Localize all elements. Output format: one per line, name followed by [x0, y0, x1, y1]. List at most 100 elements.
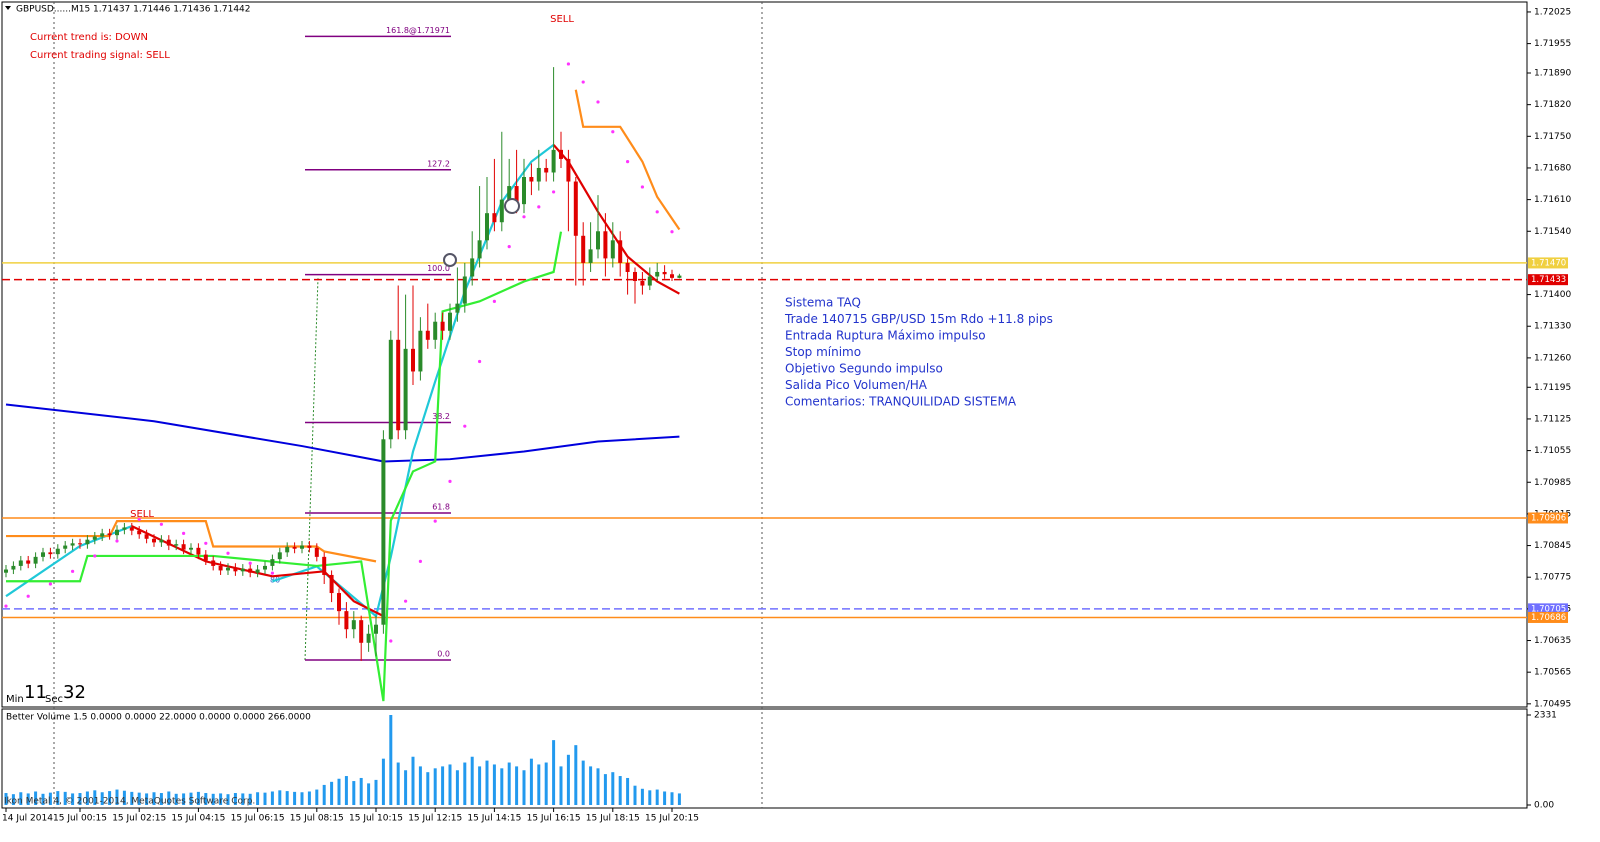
- volume-bar: [219, 793, 223, 805]
- x-tick-label: 15 Jul 08:15: [290, 814, 344, 824]
- volume-bar: [492, 764, 496, 805]
- volume-bar: [93, 790, 97, 805]
- volume-bar: [270, 791, 274, 805]
- note-line: Comentarios: TRANQUILIDAD SISTEMA: [785, 395, 1017, 409]
- x-tick-label: 15 Jul 06:15: [231, 814, 285, 824]
- volume-bar: [670, 792, 674, 805]
- candle-body: [581, 235, 586, 263]
- candle-body: [588, 249, 593, 263]
- main-panel: [1, 1, 1528, 708]
- level-label: 1.71470: [1531, 258, 1566, 268]
- volume-bar: [507, 762, 511, 805]
- candle-body: [662, 271, 667, 275]
- volume-bar: [359, 777, 363, 805]
- candle-body: [92, 536, 97, 540]
- sar-dot: [670, 230, 674, 234]
- volume-bar: [566, 754, 570, 805]
- sar-dot: [182, 531, 186, 535]
- candle-body: [618, 240, 623, 263]
- volume-bar: [352, 781, 356, 805]
- candle-body: [655, 271, 660, 277]
- fib-label: 161.8@1.71971: [386, 26, 450, 35]
- volume-bar: [256, 792, 260, 805]
- trade-marker: [443, 253, 457, 267]
- volume-bar: [330, 781, 334, 805]
- y-tick-label: 1.71890: [1534, 68, 1571, 78]
- y-tick-label: 1.71055: [1534, 446, 1571, 456]
- volume-bar: [26, 793, 30, 805]
- y-tick-label: 1.71955: [1534, 39, 1571, 49]
- volume-bar: [189, 792, 193, 805]
- sar-dot: [596, 100, 600, 104]
- sar-dot: [463, 424, 467, 428]
- sar-dot: [611, 130, 615, 134]
- y-tick-label: 1.71400: [1534, 290, 1571, 300]
- volume-bar: [100, 792, 104, 805]
- y-tick-label: 1.70845: [1534, 541, 1571, 551]
- sar-dot: [507, 245, 511, 249]
- volume-bar: [307, 791, 311, 805]
- candle-body: [115, 529, 119, 536]
- volume-bar: [618, 776, 622, 805]
- volume-bar: [581, 760, 585, 805]
- candle-body: [70, 543, 75, 546]
- volume-bar: [426, 772, 430, 805]
- signal-text: Current trading signal: SELL: [30, 50, 170, 61]
- y-tick-label: 1.71750: [1534, 132, 1571, 142]
- candle-body: [203, 554, 208, 561]
- sar-dot: [522, 215, 526, 219]
- candle-body: [33, 556, 38, 564]
- level-label: 1.71433: [1531, 275, 1566, 285]
- volume-bar: [648, 790, 652, 805]
- volume-bar: [522, 770, 526, 805]
- candle-body: [388, 339, 393, 440]
- volume-bar: [596, 768, 600, 805]
- candle-body: [551, 149, 556, 173]
- volume-bar: [4, 793, 8, 805]
- x-tick-label: 15 Jul 12:15: [408, 814, 462, 824]
- volume-bar: [433, 768, 437, 805]
- sar-dot: [626, 160, 630, 164]
- sar-dot: [389, 639, 393, 643]
- x-tick-label: 15 Jul 10:15: [349, 814, 403, 824]
- x-tick-label: 14 Jul 2014: [2, 814, 53, 824]
- candle-body: [277, 552, 282, 560]
- volume-bar: [196, 791, 200, 805]
- sar-dot: [270, 571, 274, 575]
- candle-body: [329, 574, 334, 594]
- candle-body: [137, 530, 142, 535]
- candle-body: [544, 167, 549, 173]
- volume-bar: [515, 766, 519, 805]
- candle-body: [144, 534, 149, 539]
- sell-label: SELL: [550, 14, 574, 25]
- candle-body: [263, 565, 267, 570]
- volume-bar: [441, 766, 445, 805]
- volume-bar: [63, 791, 67, 805]
- y-tick-label: 1.71195: [1534, 383, 1571, 393]
- volume-bar: [344, 776, 348, 805]
- volume-bar: [389, 715, 393, 805]
- sar-dot: [552, 190, 556, 194]
- candle-body: [440, 321, 445, 331]
- volume-bar: [404, 770, 408, 805]
- x-tick-label: 15 Jul 18:15: [586, 814, 640, 824]
- volume-tick-label: 0.00: [1534, 801, 1554, 811]
- sar-dot: [433, 519, 437, 523]
- volume-bar: [167, 791, 171, 805]
- level-box: [1528, 611, 1568, 623]
- candle-body: [159, 539, 164, 543]
- fib-label: 61.8: [432, 503, 450, 512]
- candle-body: [359, 620, 364, 643]
- volume-bar: [455, 770, 459, 805]
- sar-dot: [566, 62, 571, 66]
- level-box: [1528, 512, 1568, 524]
- candle-body: [307, 545, 312, 548]
- candle-body: [536, 167, 541, 182]
- sar-dot: [159, 522, 163, 526]
- volume-bar: [174, 793, 178, 805]
- note-line: Trade 140715 GBP/USD 15m Rdo +11.8 pips: [784, 312, 1053, 326]
- candle-body: [100, 533, 105, 537]
- level-box: [1528, 603, 1568, 615]
- candle-body: [174, 544, 179, 546]
